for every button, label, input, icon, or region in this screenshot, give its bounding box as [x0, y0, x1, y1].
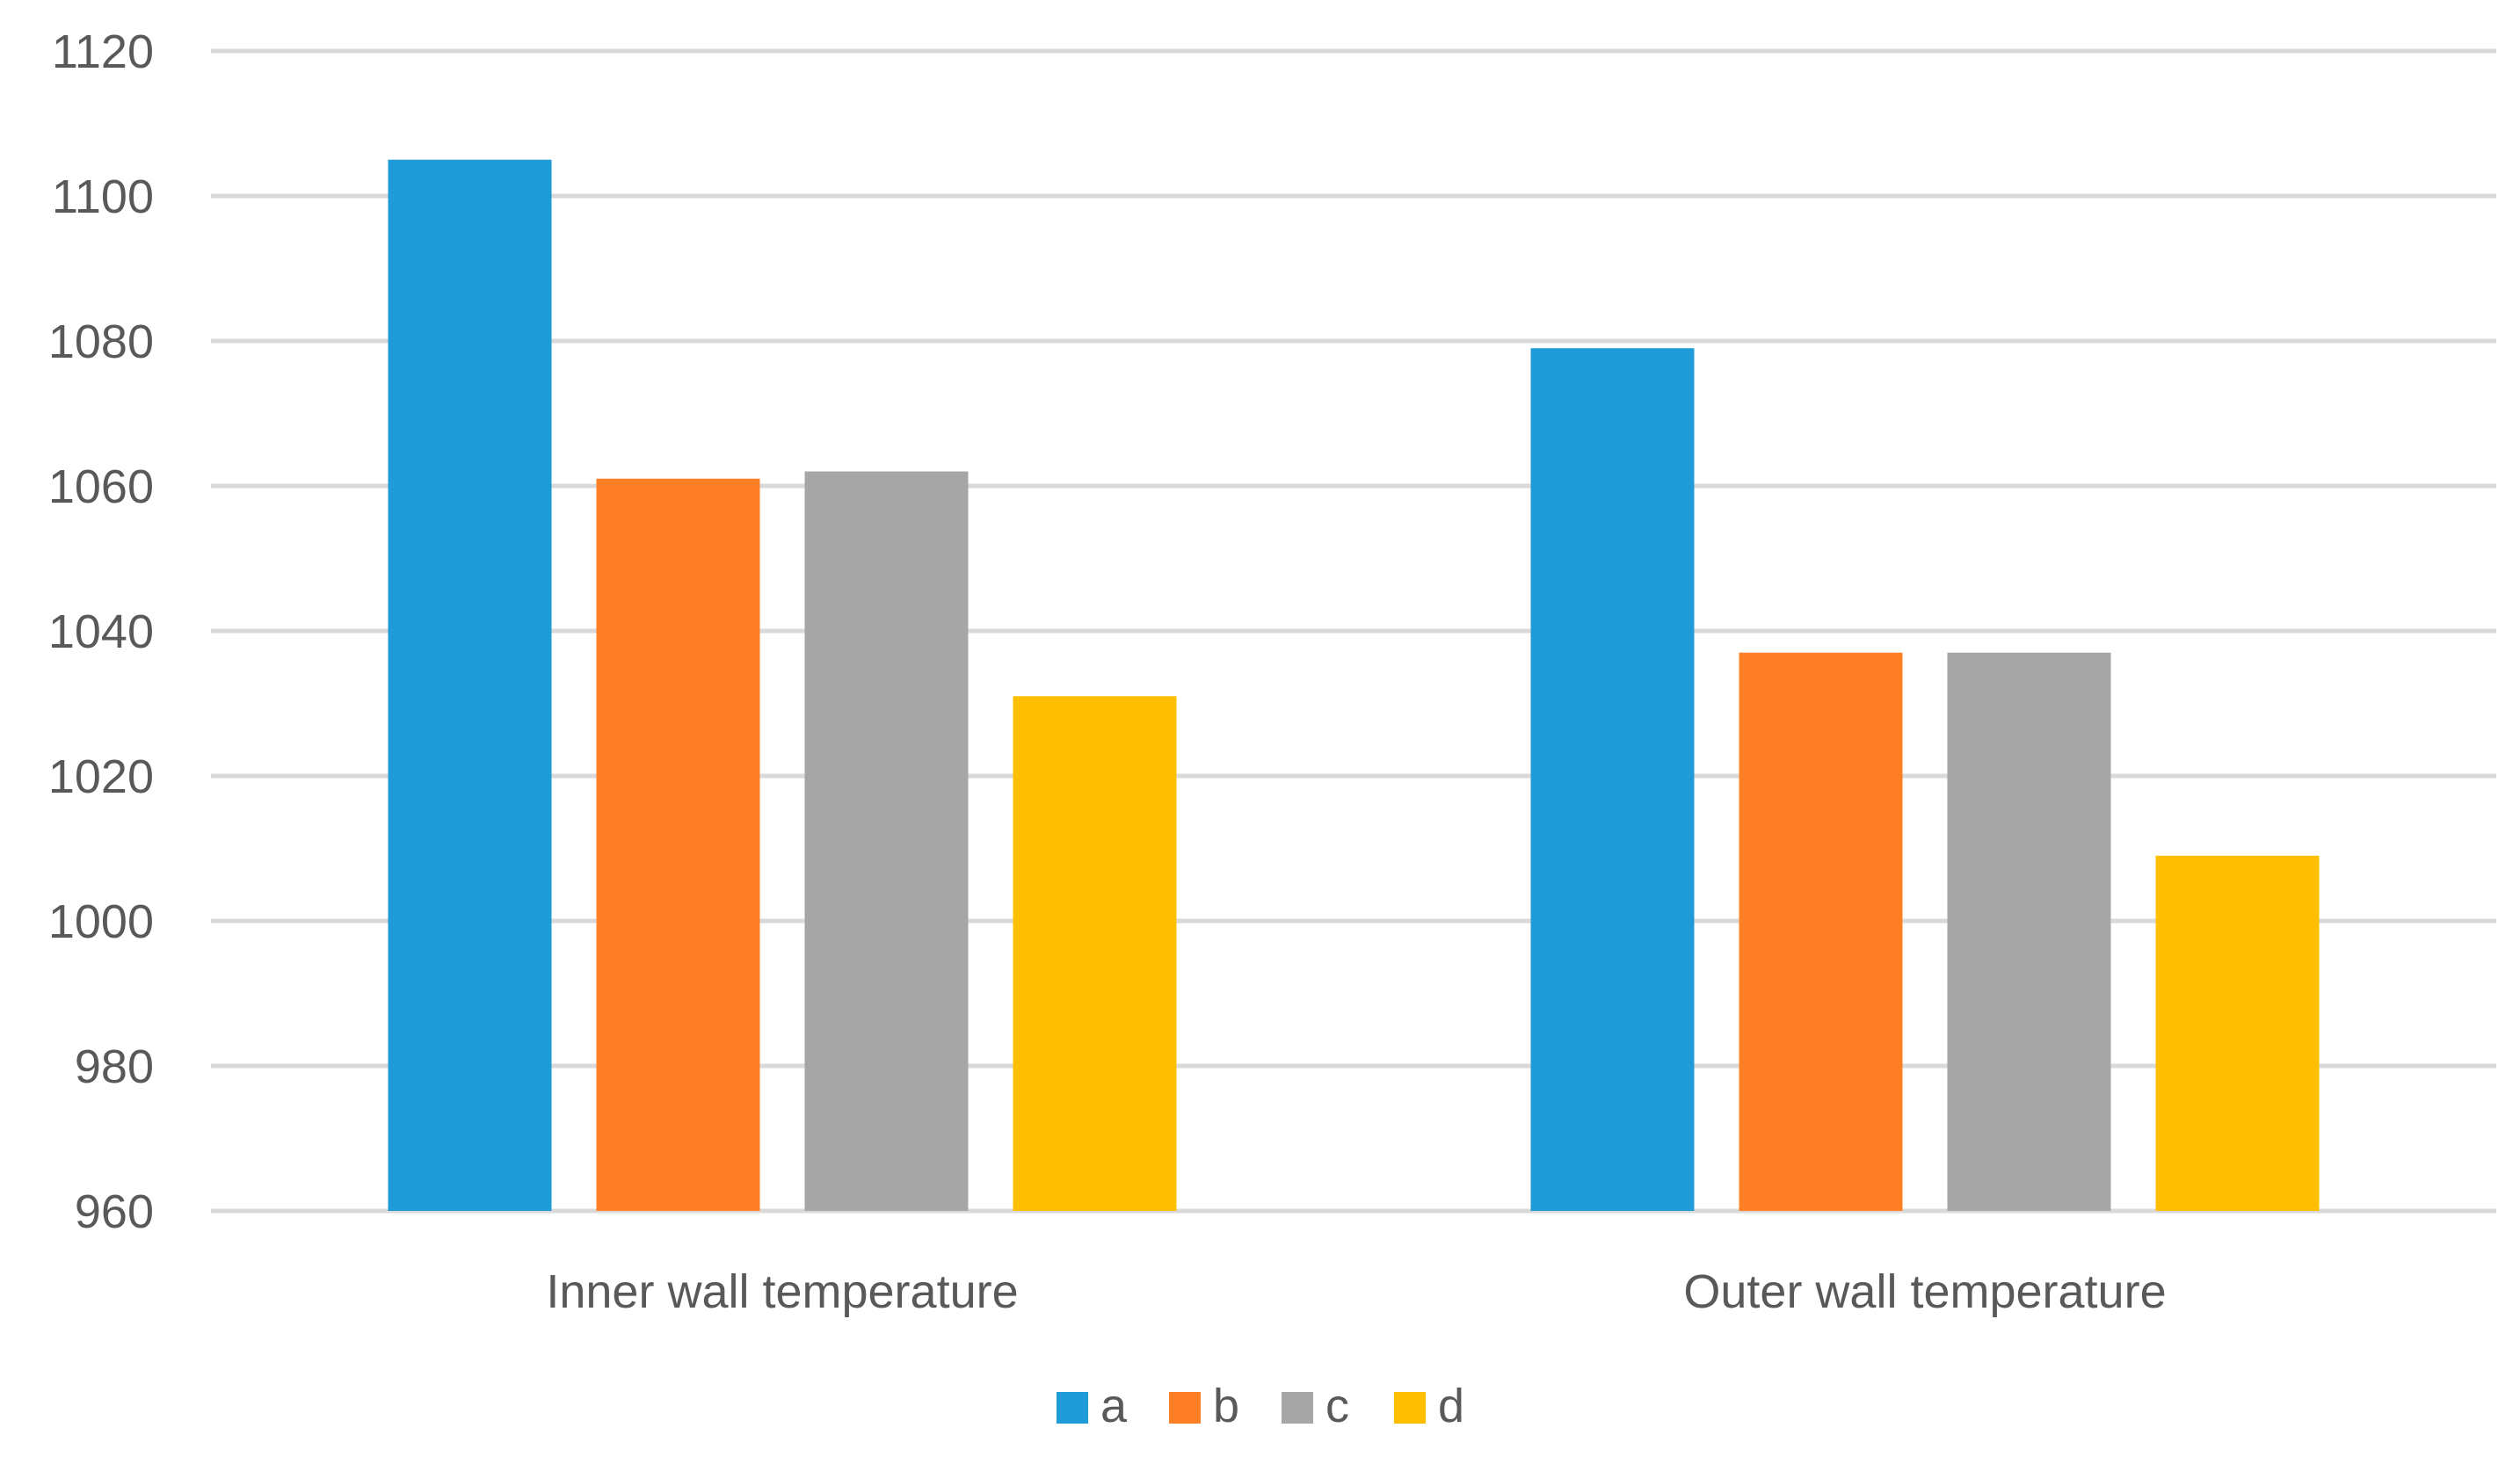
legend-item-d: d [1394, 1380, 1464, 1432]
legend-swatch-c [1282, 1392, 1313, 1424]
x-category-label-1: Outer wall temperature [1683, 1265, 2166, 1318]
y-tick-label-1100: 1100 [52, 170, 154, 223]
bars [388, 159, 2320, 1211]
legend-item-b: b [1169, 1380, 1239, 1432]
bar-a-inner [388, 159, 552, 1211]
legend-label-d: d [1438, 1380, 1464, 1432]
legend-label-a: a [1100, 1380, 1128, 1432]
gridlines [211, 48, 2496, 1214]
legend-item-a: a [1057, 1380, 1128, 1432]
bar-b-inner [596, 478, 760, 1211]
legend-item-c: c [1282, 1380, 1349, 1432]
bar-d-inner [1013, 696, 1177, 1211]
legend-swatch-a [1057, 1392, 1088, 1424]
y-tick-label-1000: 1000 [48, 895, 154, 948]
x-category-label-0: Inner wall temperature [546, 1265, 1018, 1318]
x-axis-category-labels: Inner wall temperature Outer wall tempera… [546, 1265, 2166, 1318]
y-tick-label-1040: 1040 [48, 605, 154, 658]
legend: a b c d [1057, 1380, 1464, 1432]
y-tick-label-1060: 1060 [48, 460, 154, 513]
bar-c-outer [1947, 652, 2111, 1211]
bar-a-outer [1530, 348, 1695, 1211]
y-tick-label-1120: 1120 [52, 25, 154, 78]
y-tick-label-960: 960 [75, 1185, 154, 1238]
legend-swatch-d [1394, 1392, 1426, 1424]
legend-swatch-b [1169, 1392, 1201, 1424]
y-tick-label-1080: 1080 [48, 315, 154, 368]
bar-b-outer [1739, 652, 1903, 1211]
bar-c-inner [804, 471, 969, 1211]
y-axis-tick-labels: 960 980 1000 1020 1040 1060 1080 1100 1120 [48, 25, 154, 1238]
y-tick-label-1020: 1020 [48, 750, 154, 803]
legend-label-b: b [1213, 1380, 1239, 1432]
y-tick-label-980: 980 [75, 1040, 154, 1093]
bar-d-outer [2155, 855, 2320, 1211]
legend-label-c: c [1325, 1380, 1349, 1432]
